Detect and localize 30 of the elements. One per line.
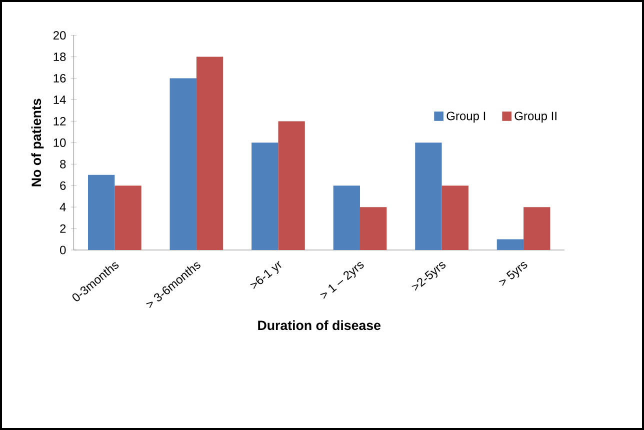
y-tick-label: 4	[60, 202, 66, 212]
y-tick-label: 14	[54, 96, 66, 104]
bar	[333, 186, 360, 250]
y-tick-label: 18	[54, 52, 66, 62]
bar	[252, 142, 278, 250]
legend-label: Group II	[514, 112, 556, 123]
y-tick-label: 6	[60, 181, 66, 190]
bar	[442, 186, 468, 250]
bar	[360, 207, 387, 250]
x-axis-title: Duration of disease	[258, 320, 381, 330]
y-tick-label: 0	[60, 246, 66, 254]
y-tick-label: 12	[54, 117, 66, 126]
y-tick-label: 8	[60, 160, 66, 168]
x-tick-label: >6-1 yr	[250, 261, 282, 290]
y-tick-label: 16	[54, 74, 66, 83]
legend-label: Group I	[446, 112, 486, 123]
x-tick-label: > 1 – 2yrs	[320, 262, 364, 299]
bar	[524, 207, 550, 250]
bar	[415, 142, 442, 250]
y-tick-label: 10	[54, 138, 66, 147]
bar	[170, 78, 196, 250]
bar	[114, 186, 142, 250]
x-tick-label: > 5yrs	[498, 262, 528, 286]
bar	[278, 121, 305, 250]
y-tick-label: 2	[60, 224, 66, 233]
bar	[88, 174, 115, 250]
y-tick-label: 20	[53, 31, 66, 40]
bar	[496, 239, 524, 250]
y-axis-title: No of patients	[31, 98, 44, 186]
bar	[196, 56, 224, 250]
